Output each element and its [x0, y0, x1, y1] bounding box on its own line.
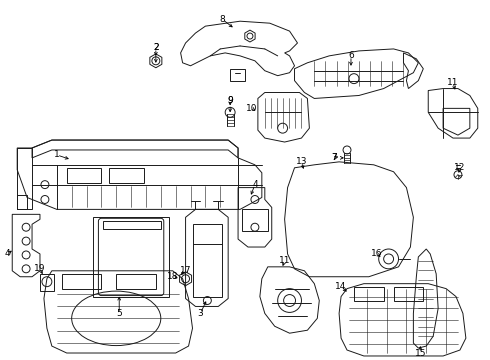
Text: 15: 15 — [415, 348, 426, 357]
Text: 3: 3 — [197, 309, 203, 318]
Text: 7: 7 — [331, 153, 337, 162]
Text: 1: 1 — [54, 150, 60, 159]
Text: 5: 5 — [116, 309, 122, 318]
Text: 17: 17 — [180, 266, 191, 275]
Text: 7: 7 — [331, 153, 337, 162]
Text: 4: 4 — [252, 180, 258, 189]
Text: 12: 12 — [454, 163, 466, 172]
Text: 8: 8 — [220, 15, 225, 24]
Text: 2: 2 — [153, 44, 159, 53]
Text: 19: 19 — [34, 264, 46, 273]
Text: 18: 18 — [167, 272, 178, 281]
Text: 4: 4 — [4, 249, 10, 258]
Text: 13: 13 — [295, 157, 307, 166]
Text: 2: 2 — [153, 44, 159, 53]
Text: 9: 9 — [227, 96, 233, 105]
Text: 11: 11 — [447, 78, 459, 87]
Text: 6: 6 — [348, 51, 354, 60]
Text: 9: 9 — [227, 96, 233, 105]
Text: 16: 16 — [371, 249, 383, 258]
Text: 10: 10 — [246, 104, 258, 113]
Text: 11: 11 — [279, 256, 291, 265]
Text: 14: 14 — [335, 282, 347, 291]
